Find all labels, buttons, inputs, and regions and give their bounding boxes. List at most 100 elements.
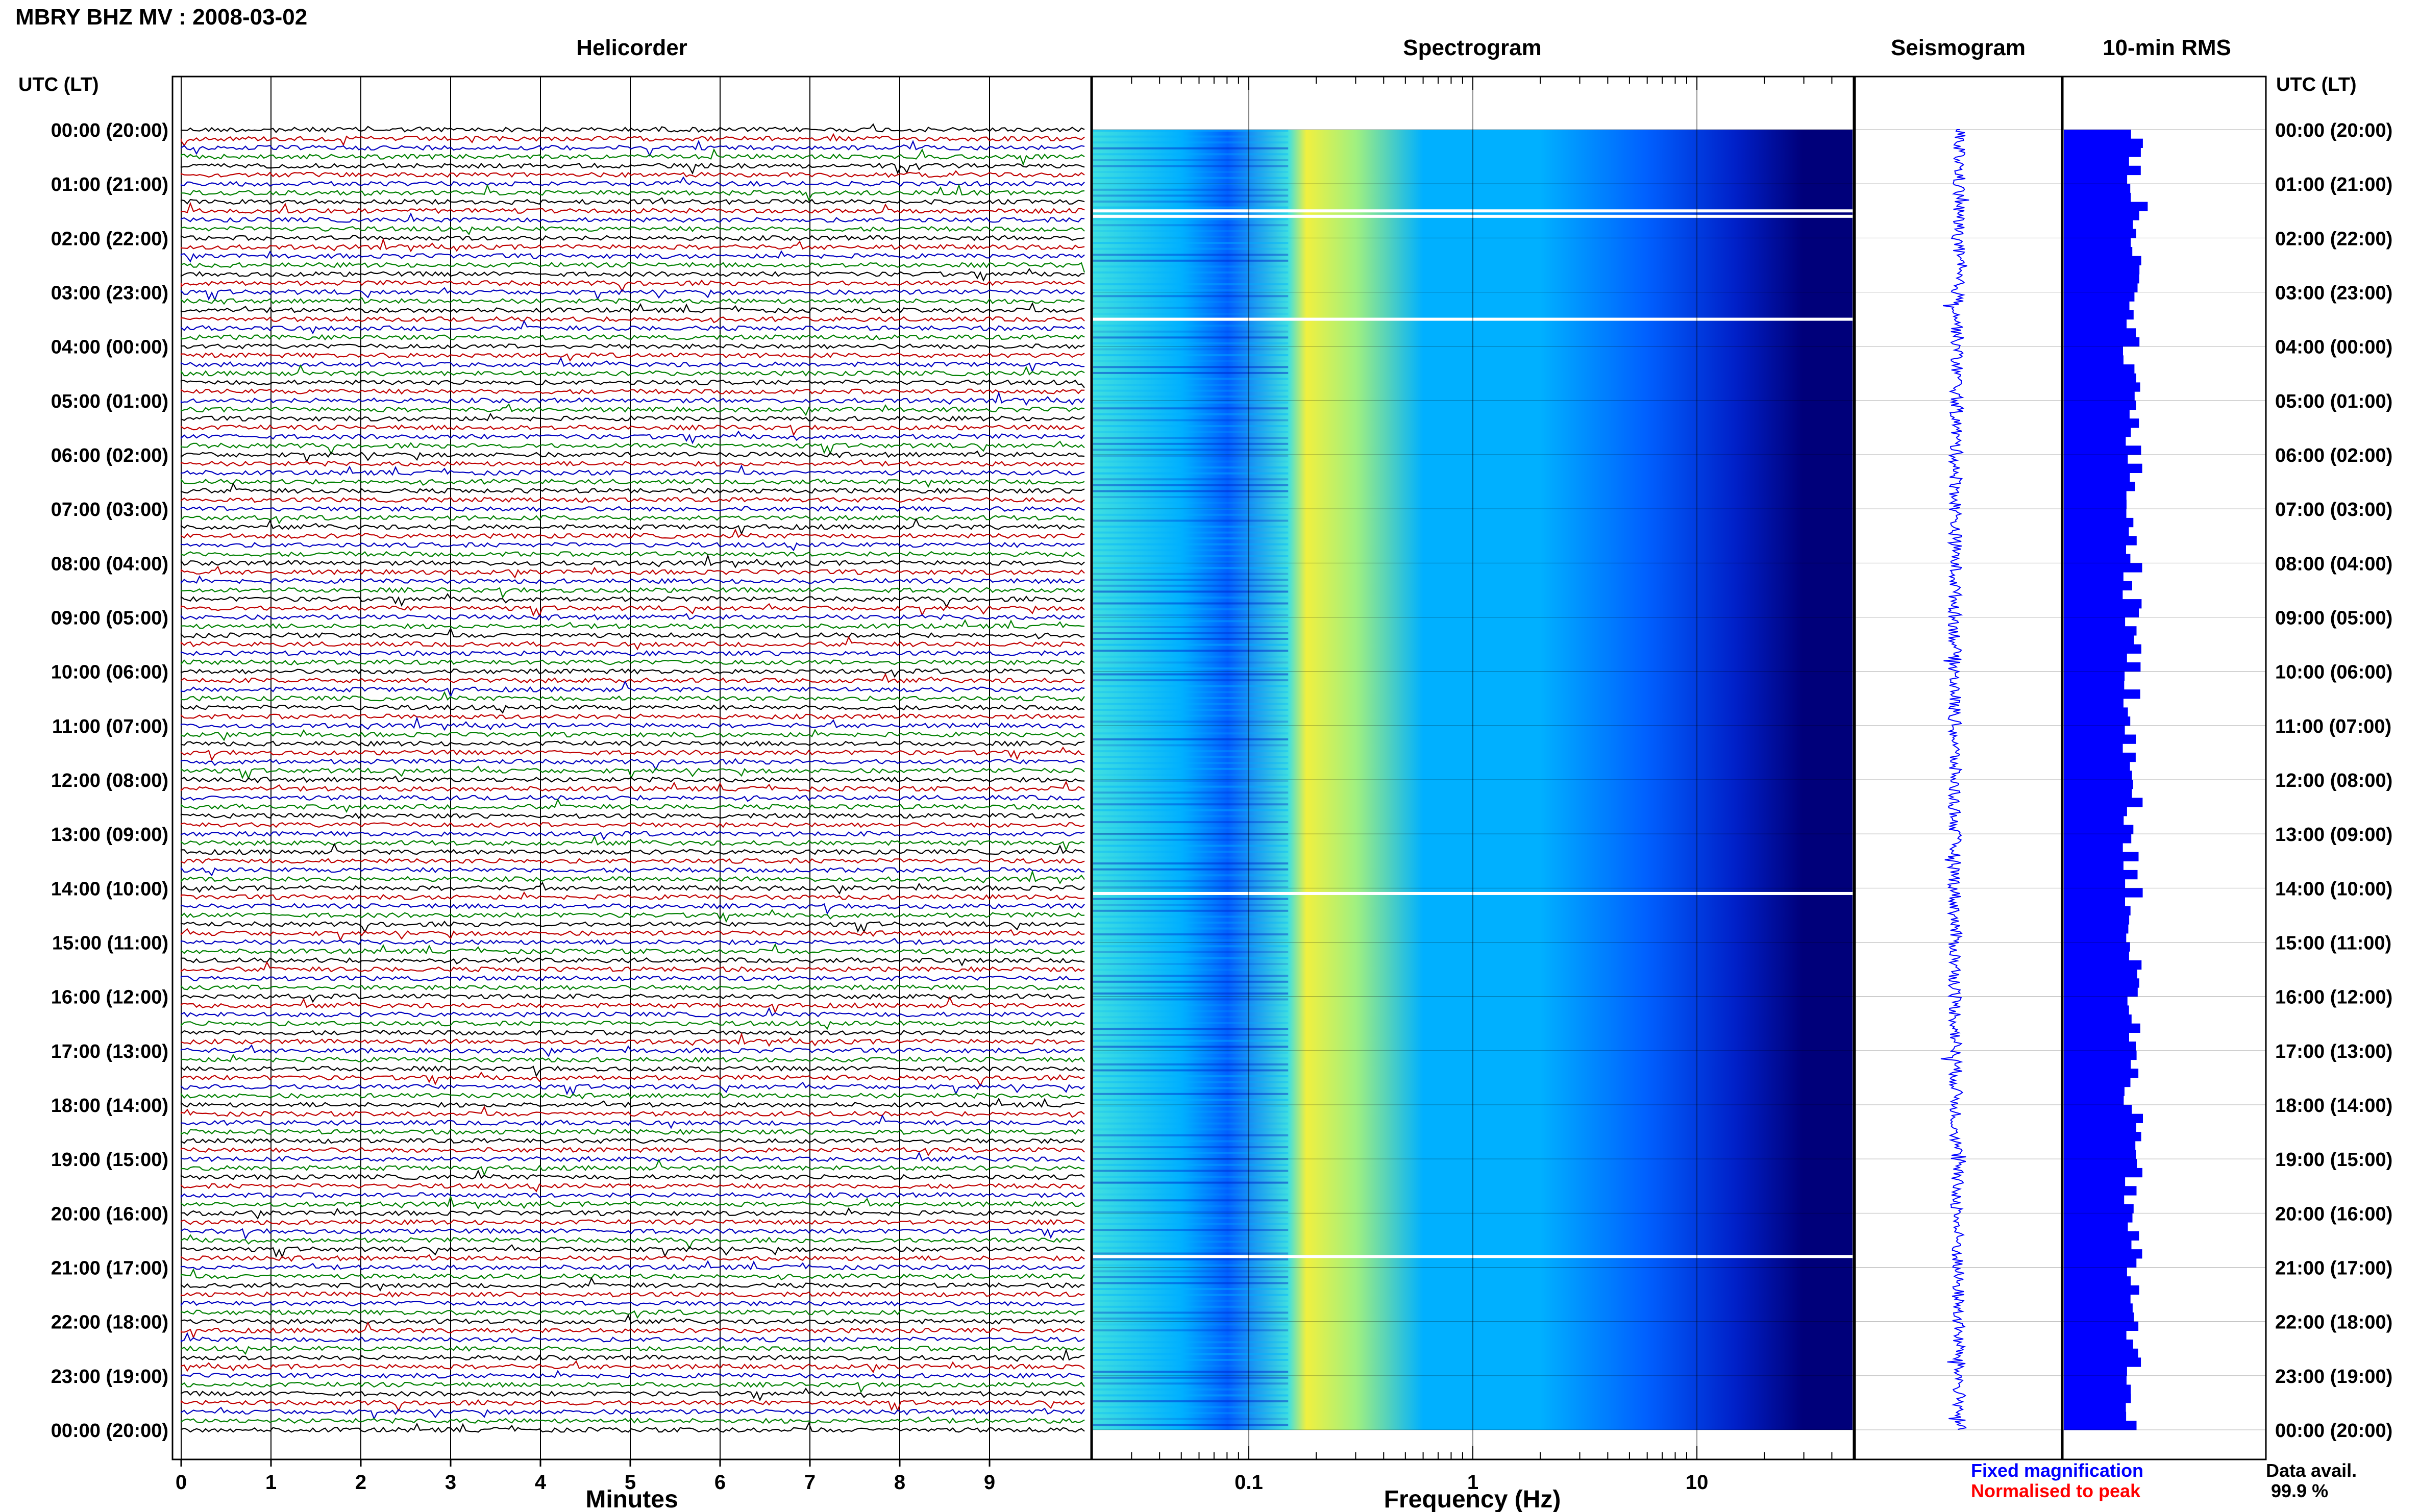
time-label-left: 11:00 (07:00) bbox=[52, 716, 168, 737]
helicorder-trace bbox=[180, 528, 1085, 539]
spectrogram-row-texture bbox=[1093, 815, 1289, 817]
spectrogram-row-texture bbox=[1093, 992, 1289, 995]
helicorder-trace bbox=[180, 1406, 1085, 1421]
helicorder-trace bbox=[180, 565, 1085, 579]
spectrogram-row-texture bbox=[1093, 1152, 1289, 1154]
helicorder-trace bbox=[180, 928, 1085, 942]
rms-bar bbox=[2064, 1240, 2132, 1250]
rms-bar bbox=[2064, 906, 2131, 915]
data-availability-label: Data avail. bbox=[2266, 1460, 2357, 1481]
helicorder-trace bbox=[180, 1313, 1085, 1325]
rms-bar bbox=[2064, 1348, 2138, 1358]
spectrogram-row-texture bbox=[1093, 1288, 1289, 1290]
time-label-left: 01:00 (21:00) bbox=[51, 174, 168, 195]
helicorder-trace bbox=[180, 812, 1085, 820]
spectrogram-row-texture bbox=[1093, 254, 1289, 256]
spectrogram-row-texture bbox=[1093, 165, 1289, 167]
helicorder-trace bbox=[180, 302, 1085, 314]
helicorder-trace bbox=[180, 680, 1085, 698]
rms-bar bbox=[2064, 238, 2131, 247]
helicorder-trace bbox=[180, 891, 1085, 901]
helicorder-trace bbox=[180, 1254, 1085, 1262]
time-label-right: 15:00 (11:00) bbox=[2275, 933, 2391, 954]
spectrogram-row-texture bbox=[1093, 1418, 1289, 1420]
spectrogram-row-texture bbox=[1093, 348, 1289, 351]
rms-bar bbox=[2064, 635, 2134, 645]
helicorder-trace bbox=[180, 1228, 1085, 1240]
rms-bar bbox=[2064, 915, 2130, 925]
time-label-left: 20:00 (16:00) bbox=[51, 1203, 168, 1225]
helicorder-panel: 0 1 2 3 4 5 6 7 8 9 bbox=[171, 76, 1092, 1494]
spectrogram-row-texture bbox=[1093, 153, 1289, 156]
time-label-right: 08:00 (04:00) bbox=[2275, 553, 2392, 575]
spectrogram-row-texture bbox=[1093, 1282, 1289, 1284]
time-label-right: 01:00 (21:00) bbox=[2275, 174, 2392, 195]
helicorder-trace bbox=[180, 975, 1085, 982]
helicorder-trace bbox=[180, 690, 1085, 702]
rms-bar bbox=[2064, 1186, 2137, 1196]
spectrogram-row-texture bbox=[1093, 1146, 1289, 1149]
rms-bar bbox=[2064, 500, 2127, 509]
rms-bar bbox=[2064, 1357, 2141, 1367]
helicorder-trace bbox=[180, 822, 1085, 828]
rms-bar bbox=[2064, 1421, 2137, 1430]
helicorder-trace bbox=[180, 943, 1085, 955]
helicorder-trace bbox=[180, 1309, 1085, 1319]
rms-bar bbox=[2064, 157, 2129, 166]
helicorder-trace bbox=[180, 1020, 1085, 1030]
helicorder-trace bbox=[180, 996, 1085, 1014]
spectrogram-row-texture bbox=[1093, 230, 1289, 232]
rms-bar bbox=[2064, 1231, 2139, 1241]
spectrogram-row-texture bbox=[1093, 307, 1289, 309]
spectrogram-row-texture bbox=[1093, 963, 1289, 965]
helicorder-trace bbox=[180, 1114, 1085, 1129]
helicorder-trace bbox=[180, 1345, 1085, 1355]
helicorder-trace bbox=[180, 1071, 1085, 1087]
spectrogram-row-texture bbox=[1093, 697, 1289, 699]
rms-bar bbox=[2064, 409, 2130, 419]
rms-bar bbox=[2064, 283, 2138, 293]
time-label-left: 00:00 (20:00) bbox=[51, 120, 168, 141]
spectrogram-row-texture bbox=[1093, 573, 1289, 575]
rms-bar bbox=[2064, 373, 2136, 383]
spectrogram-row-texture bbox=[1093, 1247, 1289, 1249]
rms-bar bbox=[2064, 211, 2139, 220]
spectrogram-row-texture bbox=[1093, 378, 1289, 380]
rms-bar bbox=[2064, 969, 2137, 979]
spectrogram-row-texture bbox=[1093, 785, 1289, 788]
spectrogram-row-texture bbox=[1093, 1323, 1289, 1326]
spectrogram-row-texture bbox=[1093, 1241, 1289, 1243]
spectrogram-row-texture bbox=[1093, 360, 1289, 362]
helicorder-trace bbox=[180, 1029, 1085, 1036]
rms-bar bbox=[2064, 752, 2136, 762]
rms-bar bbox=[2064, 1141, 2136, 1151]
rms-bar bbox=[2064, 599, 2142, 609]
spectrogram-row-texture bbox=[1093, 643, 1289, 646]
spectrogram-row-texture bbox=[1093, 442, 1289, 445]
helicorder-trace bbox=[180, 162, 1085, 175]
spectrogram-row-texture bbox=[1093, 1051, 1289, 1054]
helicorder-trace bbox=[180, 1151, 1085, 1162]
helicorder-trace bbox=[180, 1147, 1085, 1157]
spectrogram-row-texture bbox=[1093, 159, 1289, 161]
time-label-right: 20:00 (16:00) bbox=[2275, 1203, 2392, 1225]
rms-bar bbox=[2064, 364, 2135, 374]
helicorder-trace bbox=[180, 713, 1085, 720]
rms-bar bbox=[2064, 1213, 2133, 1223]
rms-bar bbox=[2064, 771, 2132, 780]
spectrogram-row-texture bbox=[1093, 638, 1289, 640]
spectrogram-row-texture bbox=[1093, 780, 1289, 782]
spectrogram-row-texture bbox=[1093, 1305, 1289, 1308]
rms-bar bbox=[2064, 436, 2126, 446]
rms-bar bbox=[2064, 689, 2140, 699]
spectrogram-row-texture bbox=[1093, 898, 1289, 900]
spectrogram-row-texture bbox=[1093, 460, 1289, 463]
spectrogram-row-texture bbox=[1093, 1122, 1289, 1125]
spectrogram-row-texture bbox=[1093, 1105, 1289, 1107]
spectrogram-row-texture bbox=[1093, 425, 1289, 428]
rms-bar bbox=[2064, 897, 2125, 907]
helicorder-trace bbox=[180, 250, 1085, 263]
helicorder-trace bbox=[180, 1291, 1085, 1298]
rms-bar bbox=[2064, 229, 2136, 238]
seismogram-trace bbox=[1940, 129, 1969, 1430]
